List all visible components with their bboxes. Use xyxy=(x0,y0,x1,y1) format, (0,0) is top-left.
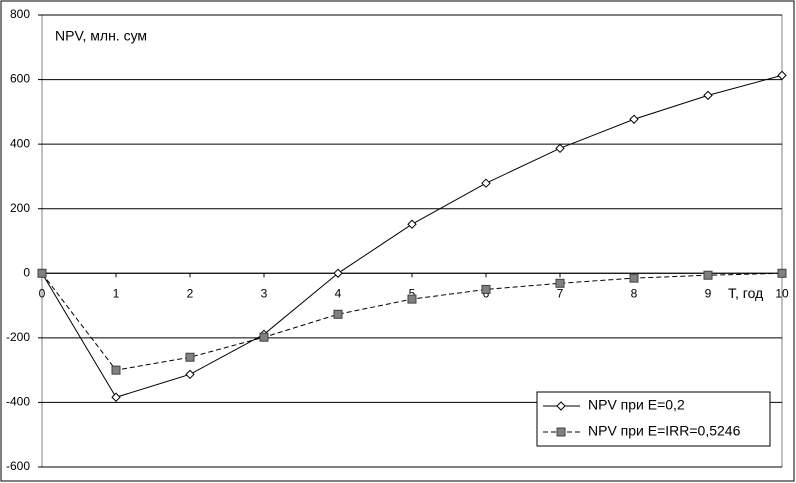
legend-label: NPV при E=0,2 xyxy=(588,397,685,413)
marker xyxy=(333,309,343,319)
marker xyxy=(481,178,491,188)
marker xyxy=(259,332,269,342)
y-tick-label: 200 xyxy=(10,201,30,215)
y-tick-label: -200 xyxy=(6,330,30,344)
x-tick-label: 5 xyxy=(409,286,416,300)
y-axis-label: NPV, млн. сум xyxy=(55,28,147,44)
y-tick-label: -400 xyxy=(6,395,30,409)
y-tick-label: 0 xyxy=(23,265,30,279)
legend-label: NPV при E=IRR=0,5246 xyxy=(588,423,741,439)
marker xyxy=(481,284,491,294)
marker xyxy=(333,268,343,278)
marker xyxy=(185,352,195,362)
marker xyxy=(629,273,639,283)
marker xyxy=(703,270,713,280)
x-axis-label: T, год xyxy=(728,285,763,301)
marker xyxy=(111,365,121,375)
y-tick-label: 800 xyxy=(10,7,30,21)
marker xyxy=(555,143,565,154)
legend-marker xyxy=(556,401,566,411)
marker xyxy=(777,268,787,278)
x-tick-label: 3 xyxy=(261,286,268,300)
marker xyxy=(555,278,565,288)
legend xyxy=(536,391,771,447)
marker xyxy=(703,90,713,101)
marker xyxy=(185,369,195,380)
marker xyxy=(777,70,787,81)
y-tick-label: 400 xyxy=(10,136,30,150)
x-tick-label: 8 xyxy=(631,286,638,300)
marker xyxy=(111,392,121,402)
y-tick-label: 600 xyxy=(10,72,30,86)
marker xyxy=(407,294,417,304)
x-tick-label: 7 xyxy=(557,286,564,300)
x-tick-label: 0 xyxy=(39,286,46,300)
x-tick-label: 1 xyxy=(113,286,120,300)
y-tick-label: -600 xyxy=(6,459,30,473)
x-tick-label: 9 xyxy=(705,286,712,300)
marker xyxy=(37,268,47,278)
legend-marker xyxy=(556,427,566,437)
x-tick-label: 2 xyxy=(187,286,194,300)
marker xyxy=(407,219,417,229)
x-tick-label: 10 xyxy=(775,286,789,300)
x-tick-label: 4 xyxy=(335,286,342,300)
marker xyxy=(629,114,639,124)
